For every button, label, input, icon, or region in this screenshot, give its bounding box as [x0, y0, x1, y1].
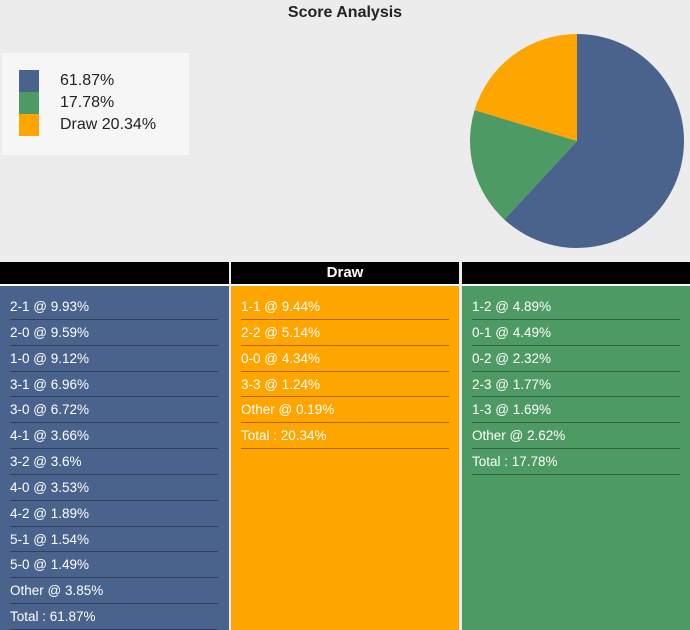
away-column-header — [462, 262, 690, 284]
home-score-row: 4-2 @ 1.89% — [10, 501, 218, 527]
home-score-row: Other @ 3.85% — [10, 578, 218, 605]
away-score-row: 1-2 @ 4.89% — [472, 294, 680, 320]
home-score-row: 3-1 @ 6.96% — [10, 372, 218, 398]
home-score-row: 2-1 @ 9.93% — [10, 294, 218, 320]
draw-score-row: 0-0 @ 4.34% — [241, 346, 449, 372]
legend-label-draw: Draw 20.34% — [60, 116, 157, 133]
draw-score-row: 2-2 @ 5.14% — [241, 320, 449, 346]
draw-column: Draw 1-1 @ 9.44% 2-2 @ 5.14% 0-0 @ 4.34% 3-… — [231, 262, 459, 630]
pie-slice-away — [470, 110, 577, 220]
away-score-row: Total : 17.78% — [472, 449, 680, 475]
legend: 61.87% 17.78% Draw 20.34% — [2, 53, 189, 155]
legend-swatch-away — [19, 92, 39, 114]
home-score-row: 4-0 @ 3.53% — [10, 475, 218, 501]
legend-item-draw: Draw 20.34% — [19, 114, 189, 136]
legend-item-home: 61.87% — [19, 70, 189, 92]
home-column-body: 2-1 @ 9.93% 2-0 @ 9.59% 1-0 @ 9.12% 3-1 @ 6… — [0, 286, 229, 630]
draw-score-row: Total : 20.34% — [241, 423, 449, 450]
away-column: 1-2 @ 4.89% 0-1 @ 4.49% 0-2 @ 2.32% 2-3 @ 1… — [462, 262, 690, 630]
away-score-row: Other @ 2.62% — [472, 423, 680, 450]
draw-score-row: Other @ 0.19% — [241, 397, 449, 424]
away-score-row: 0-1 @ 4.49% — [472, 320, 680, 346]
home-score-row: 1-0 @ 9.12% — [10, 346, 218, 372]
home-score-row: 3-0 @ 6.72% — [10, 397, 218, 424]
pie-slice-draw — [474, 34, 577, 141]
draw-score-row: 1-1 @ 9.44% — [241, 294, 449, 320]
score-panels: 2-1 @ 9.93% 2-0 @ 9.59% 1-0 @ 9.12% 3-1 @ 6… — [0, 262, 690, 630]
home-column: 2-1 @ 9.93% 2-0 @ 9.59% 1-0 @ 9.12% 3-1 @ 6… — [0, 262, 229, 630]
chart-title: Score Analysis — [287, 4, 403, 21]
draw-score-row: 3-3 @ 1.24% — [241, 372, 449, 398]
home-column-header — [0, 262, 229, 284]
home-score-row: 5-0 @ 1.49% — [10, 552, 218, 579]
home-score-row: 5-1 @ 1.54% — [10, 527, 218, 553]
legend-swatch-draw — [19, 114, 39, 136]
away-score-row: 0-2 @ 2.32% — [472, 346, 680, 372]
pie-slice-home — [504, 34, 684, 248]
away-score-row: 1-3 @ 1.69% — [472, 397, 680, 424]
pie-chart — [470, 34, 684, 248]
away-score-row: 2-3 @ 1.77% — [472, 372, 680, 398]
home-score-row: 2-0 @ 9.59% — [10, 320, 218, 346]
legend-label-away: 17.78% — [60, 94, 115, 111]
legend-label-home: 61.87% — [60, 72, 115, 89]
home-score-row: Total : 61.87% — [10, 604, 218, 630]
home-score-row: 3-2 @ 3.6% — [10, 449, 218, 475]
legend-item-away: 17.78% — [19, 92, 189, 114]
home-score-row: 4-1 @ 3.66% — [10, 423, 218, 450]
draw-column-body: 1-1 @ 9.44% 2-2 @ 5.14% 0-0 @ 4.34% 3-3 @ 1… — [231, 286, 459, 630]
legend-swatch-home — [19, 70, 39, 92]
draw-column-header: Draw — [231, 262, 459, 284]
away-column-body: 1-2 @ 4.89% 0-1 @ 4.49% 0-2 @ 2.32% 2-3 @ 1… — [462, 286, 690, 630]
